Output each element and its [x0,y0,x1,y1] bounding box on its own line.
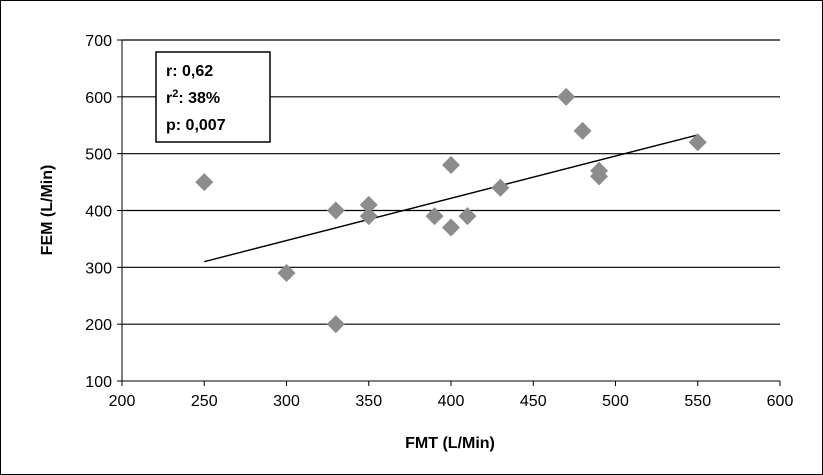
x-tick-label: 200 [109,393,136,410]
data-point [458,207,477,226]
r2-label: r2: 38% [166,88,220,107]
data-point [442,218,460,237]
stats-box: r: 0,62 r2: 38% p: 0,007 [155,51,271,143]
data-point [573,121,592,140]
data-point [590,167,609,186]
x-axis-ticks: 200 250 300 350 400 450 500 550 600 [109,381,794,410]
y-tick-label: 300 [85,260,112,277]
data-point [326,201,345,220]
r-label: r: 0,62 [166,63,213,80]
data-point [425,207,444,226]
r2-superscript: 2 [172,88,178,100]
y-tick-label: 500 [85,147,112,164]
y-tick-label: 100 [85,374,112,391]
data-point [359,195,378,214]
data-points [195,87,707,334]
stats-box-border [155,51,271,143]
x-tick-label: 400 [438,393,465,410]
data-point [491,178,510,197]
p-label: p: 0,007 [166,117,226,134]
data-point [326,315,345,334]
x-axis-title: FMT (L/Min) [405,435,495,452]
trendline [204,134,698,263]
x-tick-label: 300 [273,393,300,410]
y-tick-label: 400 [85,204,112,221]
y-tick-label: 700 [85,33,112,50]
data-point [557,87,576,106]
x-tick-label: 550 [684,393,711,410]
y-axis-title: FEM (L/Min) [39,165,56,256]
x-tick-label: 450 [520,393,547,410]
y-tick-label: 600 [85,90,112,107]
data-point [277,264,296,283]
data-point [195,173,214,192]
x-tick-label: 250 [191,393,218,410]
x-tick-label: 500 [602,393,629,410]
y-tick-label: 200 [85,317,112,334]
y-axis-ticks: 100 200 300 400 500 600 700 [85,33,122,391]
x-tick-label: 600 [767,393,794,410]
data-point [442,156,460,175]
data-point [688,133,707,152]
data-point [359,207,378,226]
x-tick-label: 350 [355,393,382,410]
